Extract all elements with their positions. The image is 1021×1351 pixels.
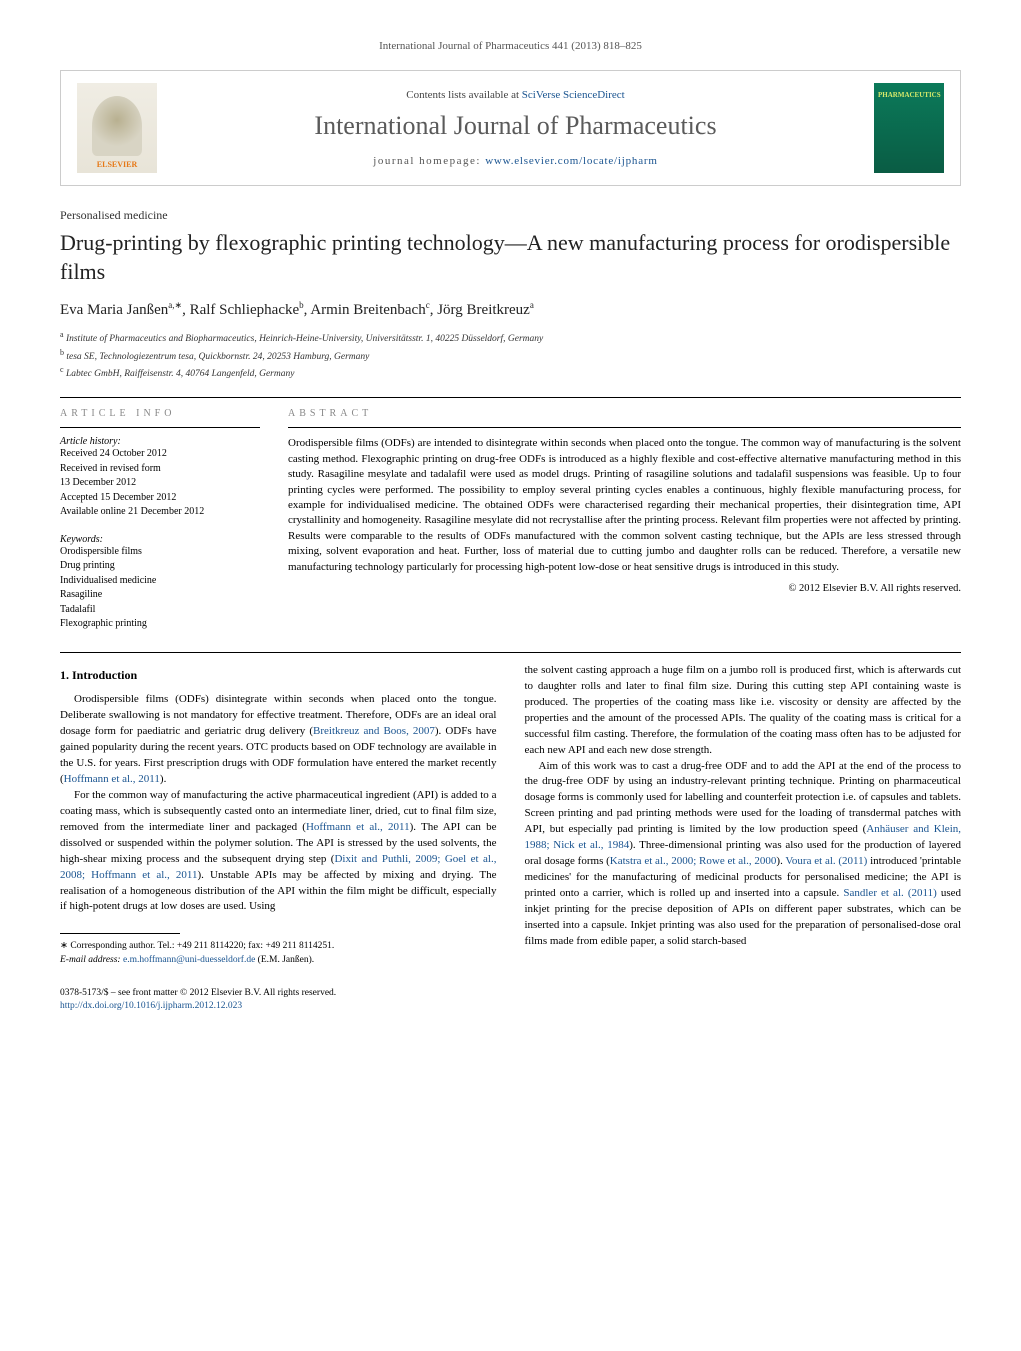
publisher-logo: ELSEVIER xyxy=(77,83,157,173)
publisher-logo-label: ELSEVIER xyxy=(97,160,137,169)
keyword: Rasagiline xyxy=(60,588,260,603)
homepage-link[interactable]: www.elsevier.com/locate/ijpharm xyxy=(485,155,658,167)
history-item: Available online 21 December 2012 xyxy=(60,505,260,520)
body-paragraph: Orodispersible films (ODFs) disintegrate… xyxy=(60,692,497,788)
divider xyxy=(60,652,961,653)
citation-link[interactable]: Hoffmann et al., 2011 xyxy=(64,773,160,785)
contents-line: Contents lists available at SciVerse Sci… xyxy=(157,89,874,101)
affiliation: a Institute of Pharmaceutics and Biophar… xyxy=(60,329,961,346)
author: Eva Maria Janßena,∗ xyxy=(60,302,182,318)
keywords: Orodispersible films Drug printing Indiv… xyxy=(60,545,260,632)
article-info: ARTICLE INFO Article history: Received 2… xyxy=(60,408,260,632)
citation-link[interactable]: Sandler et al. (2011) xyxy=(843,887,936,899)
body-paragraph: the solvent casting approach a huge film… xyxy=(525,663,962,759)
keyword: Individualised medicine xyxy=(60,574,260,589)
sciencedirect-link[interactable]: SciVerse ScienceDirect xyxy=(522,89,625,101)
body-paragraph: Aim of this work was to cast a drug-free… xyxy=(525,759,962,950)
info-abstract-row: ARTICLE INFO Article history: Received 2… xyxy=(60,408,961,632)
elsevier-tree-icon xyxy=(92,96,142,156)
keyword: Flexographic printing xyxy=(60,617,260,632)
author: Armin Breitenbachc xyxy=(310,302,429,318)
history-item: Received 24 October 2012 xyxy=(60,447,260,462)
author: Jörg Breitkreuza xyxy=(437,302,534,318)
article-info-heading: ARTICLE INFO xyxy=(60,408,260,419)
front-matter-line: 0378-5173/$ – see front matter © 2012 El… xyxy=(60,987,961,1000)
divider xyxy=(60,427,260,428)
corresponding-author-footnote: ∗ Corresponding author. Tel.: +49 211 81… xyxy=(60,940,497,967)
keyword: Orodispersible films xyxy=(60,545,260,560)
author-list: Eva Maria Janßena,∗, Ralf Schliephackeb,… xyxy=(60,300,961,319)
history-label: Article history: xyxy=(60,436,260,447)
abstract-text: Orodispersible films (ODFs) are intended… xyxy=(288,436,961,575)
keyword: Tadalafil xyxy=(60,603,260,618)
front-matter-footer: 0378-5173/$ – see front matter © 2012 El… xyxy=(60,987,961,1014)
journal-title: International Journal of Pharmaceutics xyxy=(157,111,874,141)
citation-link[interactable]: Breitkreuz and Boos, 2007 xyxy=(313,725,435,737)
abstract-copyright: © 2012 Elsevier B.V. All rights reserved… xyxy=(288,583,961,594)
homepage-line: journal homepage: www.elsevier.com/locat… xyxy=(157,155,874,167)
running-head: International Journal of Pharmaceutics 4… xyxy=(60,40,961,52)
keywords-label: Keywords: xyxy=(60,534,260,545)
affiliations: a Institute of Pharmaceutics and Biophar… xyxy=(60,329,961,381)
divider xyxy=(288,427,961,428)
section-heading: 1. Introduction xyxy=(60,667,497,684)
journal-banner: ELSEVIER Contents lists available at Sci… xyxy=(60,70,961,186)
email-link[interactable]: e.m.hoffmann@uni-duesseldorf.de xyxy=(123,955,255,965)
affiliation: c Labtec GmbH, Raiffeisenstr. 4, 40764 L… xyxy=(60,364,961,381)
abstract: ABSTRACT Orodispersible films (ODFs) are… xyxy=(288,408,961,632)
doi-link[interactable]: http://dx.doi.org/10.1016/j.ijpharm.2012… xyxy=(60,1001,242,1011)
history: Received 24 October 2012 Received in rev… xyxy=(60,447,260,520)
citation-link[interactable]: Katstra et al., 2000; Rowe et al., 2000 xyxy=(610,855,777,867)
article-title: Drug-printing by flexographic printing t… xyxy=(60,229,961,286)
history-item: 13 December 2012 xyxy=(60,476,260,491)
history-item: Received in revised form xyxy=(60,462,260,477)
author: Ralf Schliephackeb xyxy=(190,302,304,318)
citation-link[interactable]: Voura et al. (2011) xyxy=(785,855,867,867)
citation-link[interactable]: Hoffmann et al., 2011 xyxy=(306,821,410,833)
keyword: Drug printing xyxy=(60,559,260,574)
banner-center: Contents lists available at SciVerse Sci… xyxy=(157,89,874,167)
history-item: Accepted 15 December 2012 xyxy=(60,491,260,506)
footnote-divider xyxy=(60,933,180,934)
cover-label: PHARMACEUTICS xyxy=(878,91,940,99)
divider xyxy=(60,397,961,398)
article-section-label: Personalised medicine xyxy=(60,208,961,223)
citation: International Journal of Pharmaceutics 4… xyxy=(379,40,642,52)
abstract-heading: ABSTRACT xyxy=(288,408,961,419)
journal-cover-thumbnail: PHARMACEUTICS xyxy=(874,83,944,173)
article-body: 1. Introduction Orodispersible films (OD… xyxy=(60,663,961,967)
affiliation: b tesa SE, Technologiezentrum tesa, Quic… xyxy=(60,347,961,364)
body-paragraph: For the common way of manufacturing the … xyxy=(60,788,497,916)
